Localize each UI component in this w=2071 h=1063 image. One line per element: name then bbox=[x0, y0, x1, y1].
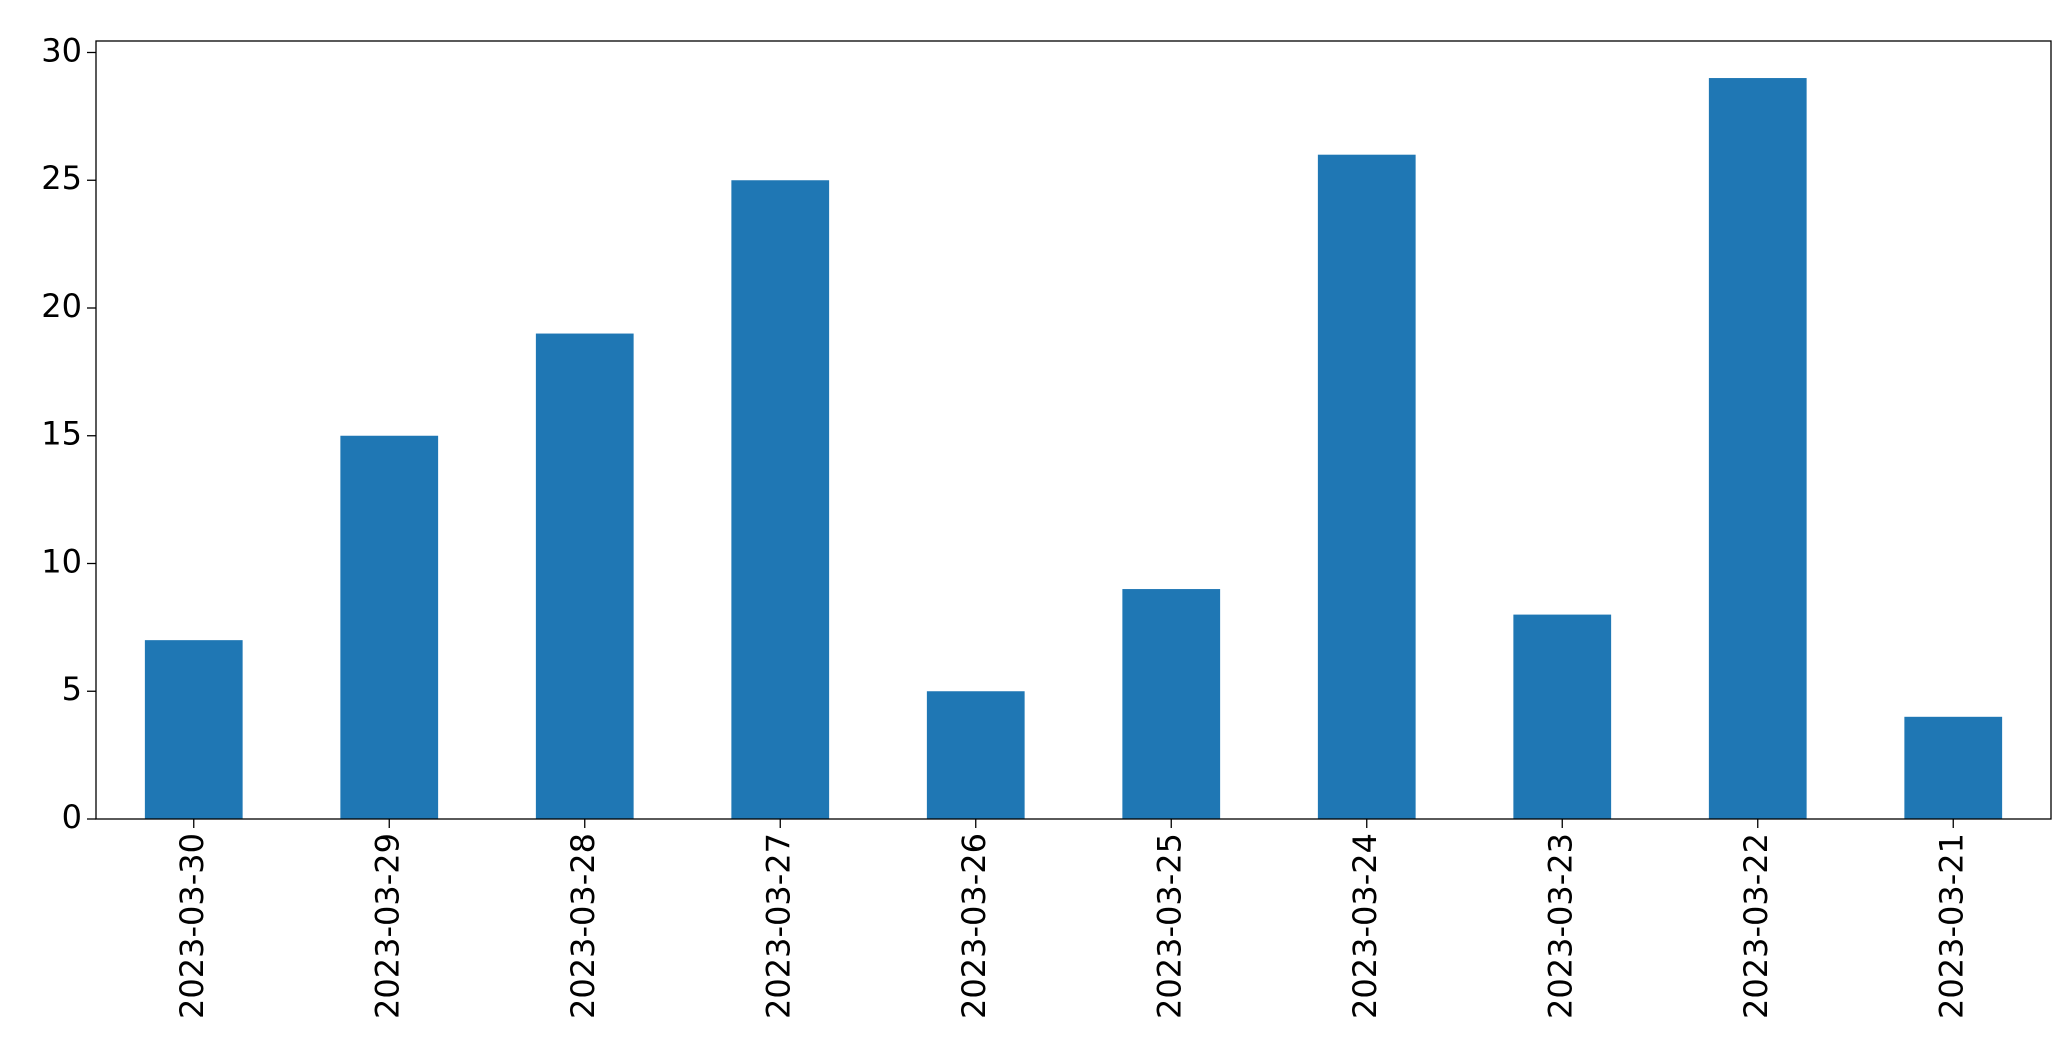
bar bbox=[731, 180, 830, 820]
x-tick-label: 2023-03-29 bbox=[368, 833, 406, 1019]
x-tick-label: 2023-03-25 bbox=[1150, 833, 1188, 1019]
bar bbox=[535, 333, 634, 819]
x-tick-label: 2023-03-23 bbox=[1541, 833, 1579, 1019]
y-tick-label: 30 bbox=[41, 31, 82, 69]
bar bbox=[1708, 78, 1807, 820]
bar bbox=[1122, 589, 1221, 819]
x-tick-label: 2023-03-24 bbox=[1346, 833, 1384, 1019]
bar bbox=[144, 640, 243, 819]
bar bbox=[340, 435, 439, 819]
y-tick-label: 5 bbox=[62, 670, 82, 708]
x-tick-label: 2023-03-28 bbox=[564, 833, 602, 1019]
y-tick-label: 10 bbox=[41, 542, 82, 580]
x-tick-label: 2023-03-27 bbox=[759, 833, 797, 1019]
y-tick-label: 0 bbox=[62, 798, 82, 836]
x-tick-label: 2023-03-21 bbox=[1932, 833, 1970, 1019]
axes-frame bbox=[95, 40, 2052, 820]
x-tick-label: 2023-03-26 bbox=[955, 833, 993, 1019]
bar bbox=[1317, 154, 1416, 819]
x-tick-label: 2023-03-22 bbox=[1737, 833, 1775, 1019]
x-tick-label: 2023-03-30 bbox=[173, 833, 211, 1019]
y-tick-label: 20 bbox=[41, 287, 82, 325]
y-tick-label: 25 bbox=[41, 159, 82, 197]
bar bbox=[1513, 614, 1612, 819]
bar bbox=[926, 691, 1025, 819]
y-tick-label: 15 bbox=[41, 415, 82, 453]
bar bbox=[1904, 716, 2003, 819]
